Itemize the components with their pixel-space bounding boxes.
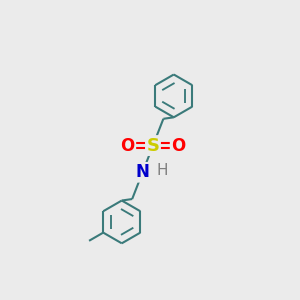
Text: S: S [146, 136, 160, 154]
Text: H: H [156, 163, 168, 178]
Text: O: O [171, 136, 185, 154]
Text: N: N [136, 163, 149, 181]
Text: O: O [121, 136, 135, 154]
